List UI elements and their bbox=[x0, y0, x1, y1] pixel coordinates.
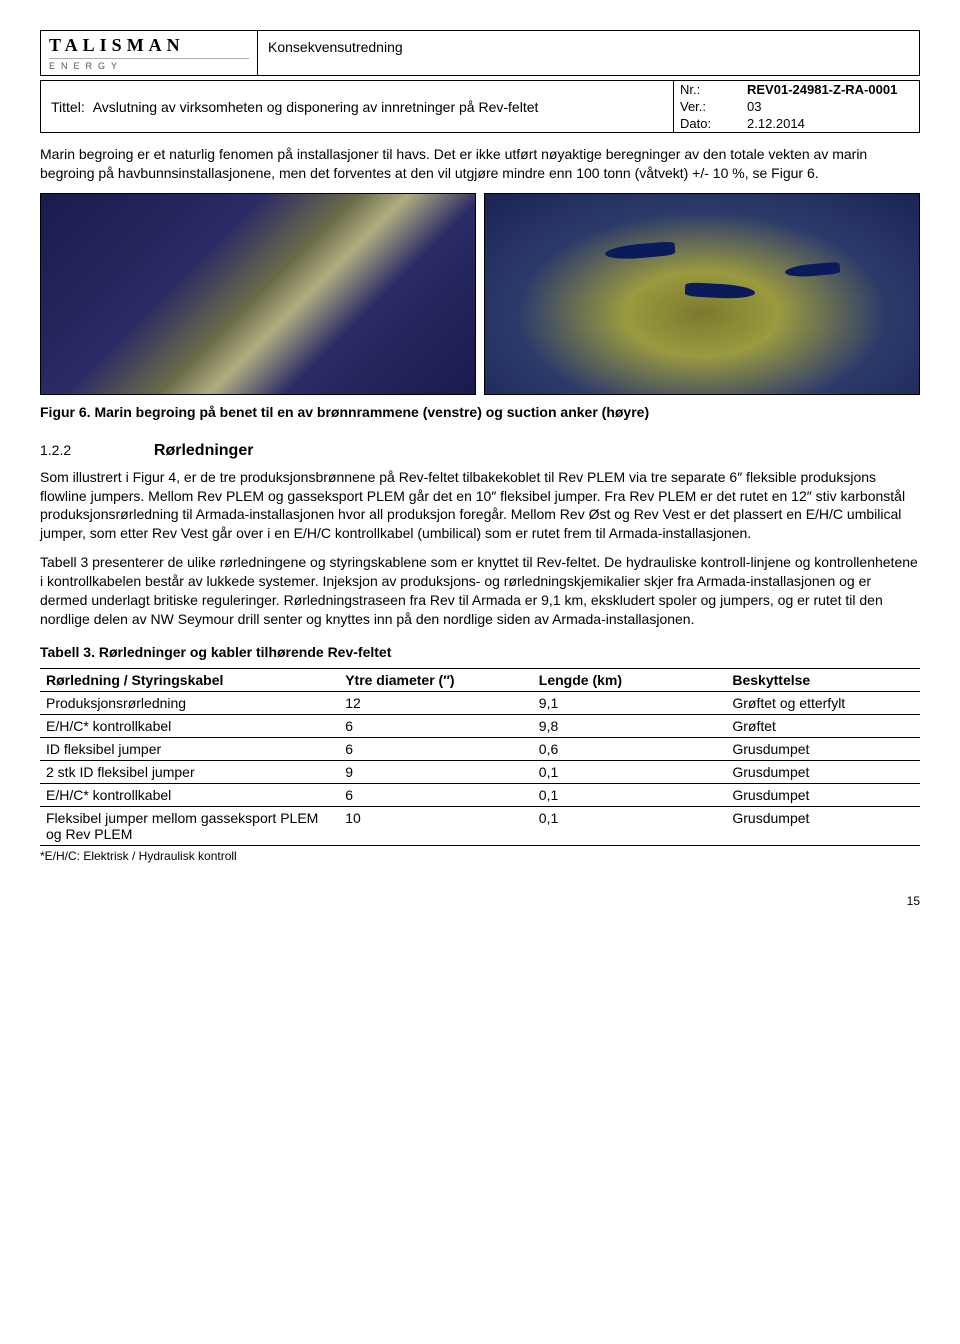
logo-box: TALISMAN ENERGY bbox=[40, 30, 258, 76]
table-cell: 6 bbox=[339, 714, 533, 737]
figure-left bbox=[40, 193, 476, 395]
table-header-cell: Lengde (km) bbox=[533, 668, 727, 691]
meta-box: Nr.: REV01-24981-Z-RA-0001 Ver.: 03 Dato… bbox=[673, 81, 919, 132]
table-cell: 0,1 bbox=[533, 806, 727, 845]
table-cell: E/H/C* kontrollkabel bbox=[40, 714, 339, 737]
table-cell: 6 bbox=[339, 737, 533, 760]
table-header-cell: Rørledning / Styringskabel bbox=[40, 668, 339, 691]
meta-dato-label: Dato: bbox=[674, 115, 741, 132]
table-cell: 0,6 bbox=[533, 737, 727, 760]
table-cell: 0,1 bbox=[533, 760, 727, 783]
table-cell: Produksjonsrørledning bbox=[40, 691, 339, 714]
logo-sub: ENERGY bbox=[49, 61, 249, 71]
intro-paragraph: Marin begroing er et naturlig fenomen på… bbox=[40, 145, 920, 183]
table-title: Tabell 3. Rørledninger og kabler tilhøre… bbox=[40, 643, 920, 662]
table-header-row: Rørledning / StyringskabelYtre diameter … bbox=[40, 668, 920, 691]
table-cell: Grusdumpet bbox=[726, 783, 920, 806]
table-cell: 0,1 bbox=[533, 783, 727, 806]
table-cell: 9,8 bbox=[533, 714, 727, 737]
table-row: Produksjonsrørledning129,1Grøftet og ett… bbox=[40, 691, 920, 714]
table-header-cell: Beskyttelse bbox=[726, 668, 920, 691]
section-heading: 1.2.2 Rørledninger bbox=[40, 442, 920, 460]
table-row: Fleksibel jumper mellom gasseksport PLEM… bbox=[40, 806, 920, 845]
table-cell: Grusdumpet bbox=[726, 737, 920, 760]
title-row: Tittel: Avslutning av virksomheten og di… bbox=[40, 80, 920, 133]
table-cell: Grøftet bbox=[726, 714, 920, 737]
table-cell: 9,1 bbox=[533, 691, 727, 714]
table-cell: Grusdumpet bbox=[726, 806, 920, 845]
table-row: E/H/C* kontrollkabel69,8Grøftet bbox=[40, 714, 920, 737]
table-cell: E/H/C* kontrollkabel bbox=[40, 783, 339, 806]
meta-nr-label: Nr.: bbox=[674, 81, 741, 98]
title-text: Avslutning av virksomheten og disponerin… bbox=[93, 99, 539, 115]
table-cell: Grusdumpet bbox=[726, 760, 920, 783]
figure-right bbox=[484, 193, 920, 395]
table-header-cell: Ytre diameter (″) bbox=[339, 668, 533, 691]
body-para-2: Tabell 3 presenterer de ulike rørledning… bbox=[40, 553, 920, 629]
figure-row bbox=[40, 193, 920, 395]
doc-type: Konsekvensutredning bbox=[258, 30, 920, 76]
page-number: 15 bbox=[40, 894, 920, 908]
table-cell: 10 bbox=[339, 806, 533, 845]
table-footnote: *E/H/C: Elektrisk / Hydraulisk kontroll bbox=[40, 848, 920, 864]
table-row: 2 stk ID fleksibel jumper90,1Grusdumpet bbox=[40, 760, 920, 783]
section-name: Rørledninger bbox=[154, 442, 254, 459]
table-row: ID fleksibel jumper60,6Grusdumpet bbox=[40, 737, 920, 760]
pipelines-table: Rørledning / StyringskabelYtre diameter … bbox=[40, 668, 920, 846]
table-cell: 6 bbox=[339, 783, 533, 806]
table-cell: Fleksibel jumper mellom gasseksport PLEM… bbox=[40, 806, 339, 845]
meta-dato-value: 2.12.2014 bbox=[741, 115, 919, 132]
table-row: E/H/C* kontrollkabel60,1Grusdumpet bbox=[40, 783, 920, 806]
meta-ver-label: Ver.: bbox=[674, 98, 741, 115]
header-row: TALISMAN ENERGY Konsekvensutredning bbox=[40, 30, 920, 76]
figure-caption: Figur 6. Marin begroing på benet til en … bbox=[40, 403, 920, 422]
body-para-1: Som illustrert i Figur 4, er de tre prod… bbox=[40, 468, 920, 544]
meta-nr-value: REV01-24981-Z-RA-0001 bbox=[741, 81, 919, 98]
table-cell: 9 bbox=[339, 760, 533, 783]
table-cell: 2 stk ID fleksibel jumper bbox=[40, 760, 339, 783]
table-cell: ID fleksibel jumper bbox=[40, 737, 339, 760]
title-label: Tittel: bbox=[51, 99, 85, 115]
section-number: 1.2.2 bbox=[40, 442, 150, 458]
title-left: Tittel: Avslutning av virksomheten og di… bbox=[41, 81, 673, 132]
table-cell: Grøftet og etterfylt bbox=[726, 691, 920, 714]
table-cell: 12 bbox=[339, 691, 533, 714]
meta-ver-value: 03 bbox=[741, 98, 919, 115]
logo-name: TALISMAN bbox=[49, 35, 249, 56]
